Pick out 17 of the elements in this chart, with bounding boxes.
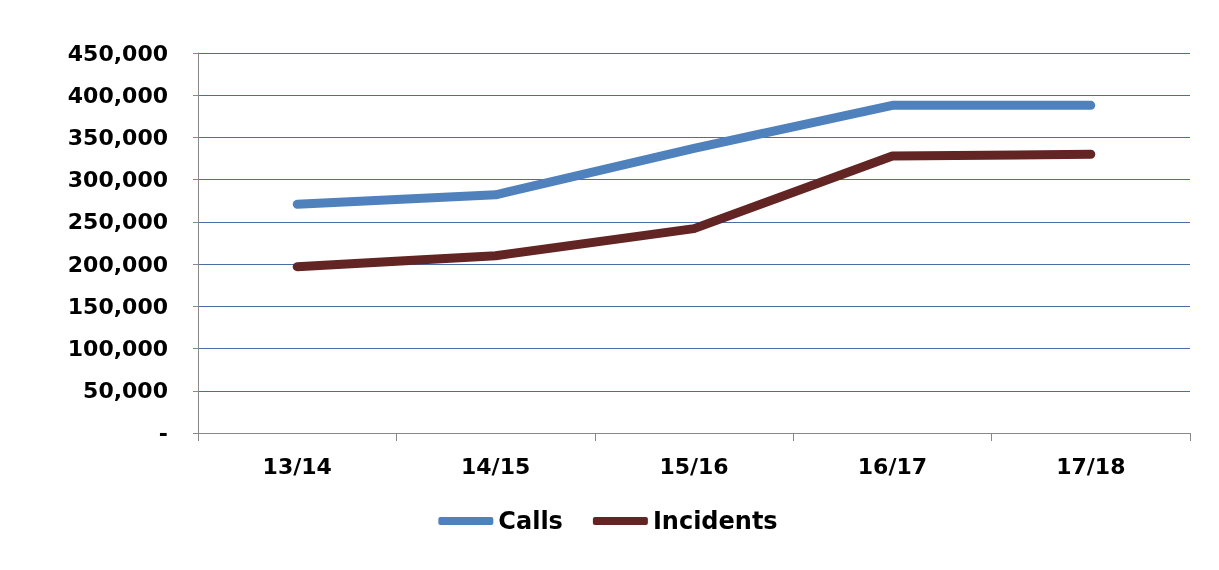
x-tick-label: 16/17 bbox=[857, 453, 928, 479]
x-tick-label: 17/18 bbox=[1056, 453, 1126, 479]
legend-label: Incidents bbox=[652, 507, 778, 535]
x-tick-label: 14/15 bbox=[460, 453, 531, 479]
y-tick-label: 150,000 bbox=[67, 293, 168, 319]
y-tick-label: 450,000 bbox=[67, 40, 168, 66]
y-tick-label: 100,000 bbox=[67, 336, 168, 362]
y-tick-label: 200,000 bbox=[67, 251, 168, 277]
x-tick-label: 13/14 bbox=[262, 453, 332, 479]
legend-label: Calls bbox=[498, 507, 563, 535]
y-tick-label: 400,000 bbox=[67, 82, 168, 108]
y-tick-label: 250,000 bbox=[67, 209, 168, 235]
y-tick-label: 350,000 bbox=[67, 124, 168, 150]
y-tick-label: 300,000 bbox=[67, 167, 168, 193]
y-tick-label: 50,000 bbox=[83, 378, 168, 404]
y-tick-label: - bbox=[158, 420, 168, 446]
x-tick-label: 15/16 bbox=[659, 453, 729, 479]
